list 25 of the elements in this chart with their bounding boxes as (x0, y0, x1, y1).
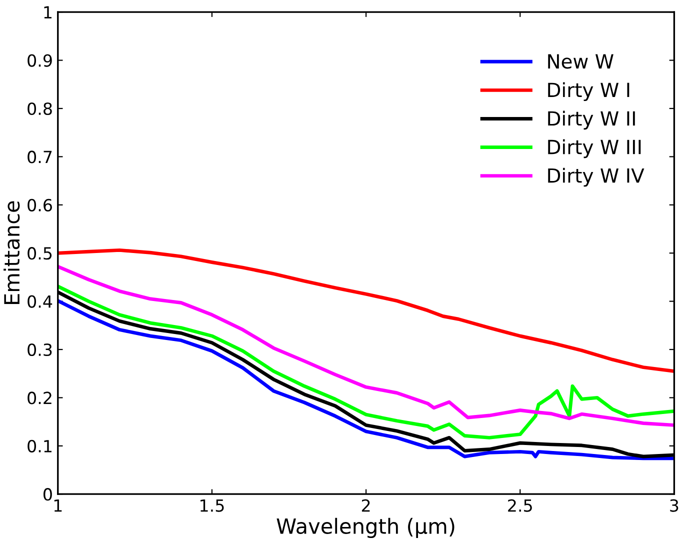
x-tick-label: 3 (670, 499, 678, 512)
x-tick-label: 1 (54, 499, 62, 512)
legend-label: Dirty W III (548, 139, 641, 158)
legend-label: Dirty W I (548, 82, 630, 102)
y-tick-label: 0.7 (28, 150, 52, 164)
legend-label: Dirty W II (548, 110, 635, 130)
y-tick-label: 0.9 (28, 54, 52, 67)
y-tick-label: 0 (44, 488, 52, 501)
x-tick-label: 2 (362, 499, 370, 512)
legend-label: New W (548, 54, 614, 69)
legend-label: Dirty W IV (548, 168, 644, 187)
line-series (58, 248, 674, 373)
y-tick-label: 0.5 (28, 247, 52, 260)
y-tick-label: 1 (44, 6, 52, 18)
x-axis-title: Wavelength (µm) (276, 518, 454, 538)
y-tick-label: 0.8 (28, 102, 52, 116)
x-tick-label: 1.5 (200, 499, 224, 512)
y-tick-label: 0.2 (28, 392, 52, 404)
y-tick-label: 0.6 (28, 198, 52, 212)
y-tick-label: 0.4 (28, 295, 52, 308)
y-axis-title: Emittance (4, 201, 20, 304)
x-tick-label: 2.5 (508, 499, 532, 512)
line-series (58, 264, 674, 427)
y-tick-label: 0.3 (28, 343, 52, 356)
y-tick-label: 0.1 (28, 440, 52, 452)
